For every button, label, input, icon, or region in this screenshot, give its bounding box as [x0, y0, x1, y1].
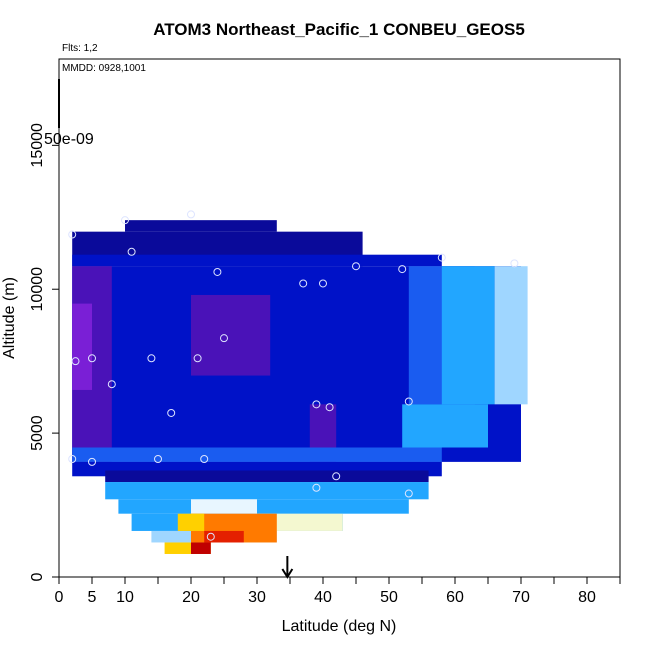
y-tick-label-0: 0	[29, 572, 46, 581]
x-tick-label-6: 50	[380, 589, 398, 606]
heatmap-cell-5	[72, 303, 92, 390]
flights-annotation: Flts: 1,2	[62, 43, 98, 54]
heatmap-cell-10	[494, 266, 528, 405]
heatmap-cells	[72, 220, 528, 554]
observation-markers	[68, 210, 519, 541]
observation-marker-4	[213, 267, 222, 276]
observation-marker-16	[107, 380, 116, 389]
observation-marker-6	[319, 279, 327, 288]
heatmap-cell-24	[164, 542, 211, 554]
dates-annotation: MMDD: 0928,1001	[62, 63, 146, 74]
heatmap-cell-23	[204, 530, 244, 543]
y-tick-label-2: 10000	[29, 267, 46, 312]
x-tick-label-1: 5	[88, 589, 97, 606]
observation-marker-1	[121, 216, 129, 225]
heatmap-cell-19	[257, 513, 343, 531]
observation-marker-27	[404, 489, 413, 498]
heatmap-cell-6	[191, 294, 271, 376]
observation-marker-25	[332, 472, 341, 481]
heatmap-cell-16	[118, 499, 409, 514]
heatmap-cell-15	[105, 482, 429, 500]
observation-marker-18	[312, 400, 321, 409]
observation-marker-11	[220, 334, 228, 343]
latitude-arrow	[281, 556, 294, 579]
scale-label: 50e-09	[44, 131, 94, 148]
y-axis-title: Altitude (m)	[1, 277, 18, 359]
observation-marker-10	[510, 259, 519, 268]
observation-marker-28	[206, 532, 215, 541]
heatmap-cell-14	[105, 470, 429, 483]
y-tick-label-1: 5000	[29, 415, 46, 451]
x-tick-label-2: 10	[116, 589, 134, 606]
heatmap-cell-11	[402, 404, 488, 448]
observation-marker-20	[404, 397, 413, 406]
x-tick-label-8: 70	[512, 589, 530, 606]
heatmap-cell-22	[177, 513, 205, 531]
observation-marker-15	[193, 354, 202, 363]
x-tick-label-5: 40	[314, 589, 332, 606]
heatmap-cell-0	[125, 220, 277, 232]
observation-marker-14	[147, 354, 156, 363]
heatmap-cell-13	[72, 447, 442, 462]
plot-frame	[58, 58, 621, 578]
x-tick-label-0: 0	[55, 589, 64, 606]
observation-marker-12	[88, 354, 96, 363]
observation-marker-22	[88, 457, 96, 466]
observation-marker-7	[352, 262, 360, 271]
observation-marker-19	[325, 403, 334, 412]
x-axis-title: Latitude (deg N)	[282, 618, 397, 635]
heatmap-cell-2	[72, 254, 442, 267]
x-tick-label-9: 80	[578, 589, 596, 606]
heatmap-cell-18	[191, 499, 257, 514]
y-tick-label-3: 15000	[29, 123, 46, 168]
observation-marker-13	[71, 357, 80, 366]
x-axis: 0 5 10 20 30 40 50 60 70 80	[55, 577, 621, 606]
heatmap-cell-25	[191, 542, 211, 554]
x-tick-label-7: 60	[446, 589, 464, 606]
y-axis: 0 5000 10000 15000	[29, 123, 59, 581]
observation-marker-8	[398, 265, 407, 274]
observation-marker-0	[68, 230, 77, 239]
observation-marker-26	[312, 483, 321, 492]
x-tick-label-3: 20	[182, 589, 200, 606]
observation-marker-5	[299, 279, 308, 288]
observation-marker-3	[127, 247, 136, 256]
chart-title: ATOM3 Northeast_Pacific_1 CONBEU_GEOS5	[153, 20, 525, 39]
observation-marker-23	[154, 455, 162, 464]
heatmap-cell-9	[441, 266, 495, 405]
observation-marker-21	[68, 455, 77, 464]
observation-marker-24	[200, 455, 209, 464]
observation-marker-9	[437, 253, 446, 262]
observation-marker-2	[187, 210, 195, 219]
x-tick-label-4: 30	[248, 589, 266, 606]
observation-marker-17	[167, 408, 176, 417]
